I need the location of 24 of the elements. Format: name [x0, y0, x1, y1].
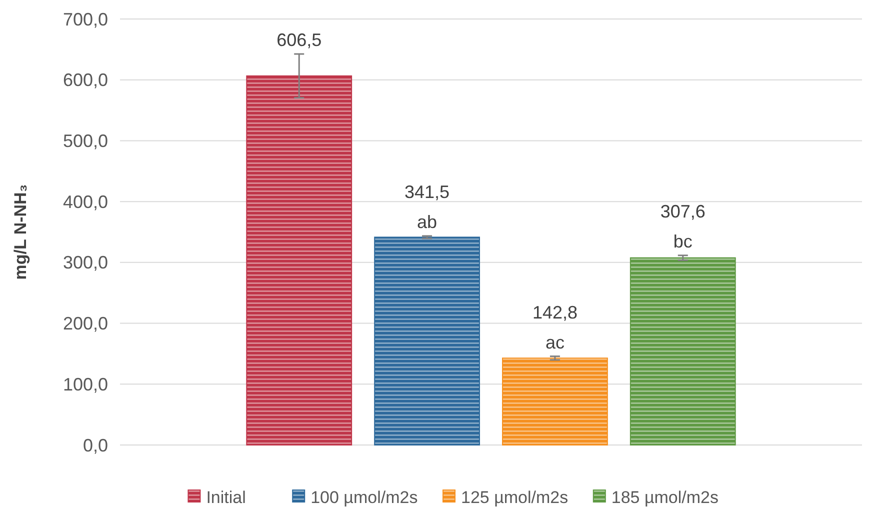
annotation: ab — [417, 212, 438, 232]
y-axis-title: mg/L N-NH₃ — [11, 184, 30, 280]
bar — [630, 257, 736, 446]
data-label: 142,8 — [532, 302, 578, 322]
bar — [246, 75, 352, 446]
bar — [374, 236, 480, 446]
annotation: ac — [545, 332, 564, 352]
y-tick-label: 400,0 — [62, 192, 108, 212]
data-label: 606,5 — [276, 30, 322, 50]
y-tick-label: 700,0 — [62, 9, 108, 30]
y-tick-label: 0,0 — [82, 435, 108, 456]
y-tick-label: 200,0 — [62, 314, 108, 334]
legend-label: 100 µmol/m2s — [310, 488, 418, 507]
data-label: 341,5 — [404, 182, 450, 202]
y-tick-label: 500,0 — [62, 131, 108, 152]
y-tick-label: 300,0 — [62, 252, 108, 273]
legend-label: 185 µmol/m2s — [611, 488, 719, 507]
bar — [502, 358, 608, 446]
legend-label: Initial — [206, 488, 246, 507]
y-tick-label: 600,0 — [62, 70, 108, 90]
annotation: bc — [673, 231, 692, 252]
y-tick-label: 100,0 — [62, 374, 108, 394]
data-label: 307,6 — [660, 201, 706, 222]
legend-label: 125 µmol/m2s — [461, 488, 568, 507]
